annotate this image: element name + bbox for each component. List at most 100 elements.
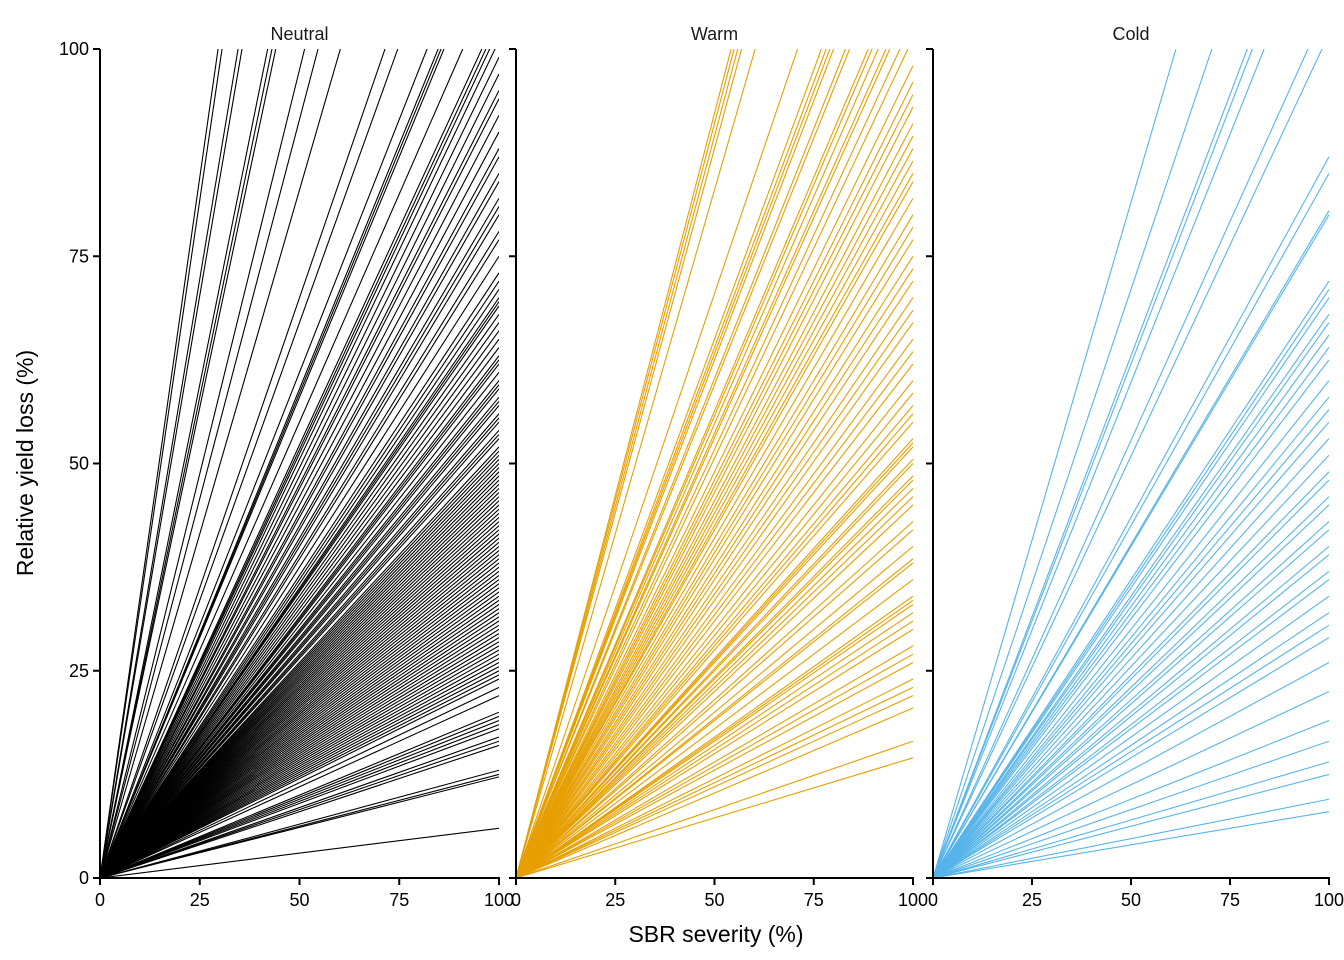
series-line: [933, 612, 1329, 878]
x-tick-label: 25: [1022, 890, 1042, 910]
series-line: [933, 554, 1329, 878]
series-line: [516, 380, 913, 878]
series-line: [933, 280, 1329, 878]
series-line: [100, 49, 223, 878]
series-line: [100, 744, 499, 878]
series-line: [933, 579, 1329, 878]
series-line: [516, 49, 756, 878]
series-line: [100, 49, 464, 878]
series-line: [100, 711, 499, 878]
facet-label: Neutral: [270, 24, 328, 44]
series-line: [933, 504, 1329, 878]
series-lines: [100, 49, 499, 878]
series-line: [100, 49, 277, 878]
series-line: [933, 690, 1329, 878]
series-line: [516, 645, 913, 878]
series-line: [516, 599, 913, 878]
series-line: [100, 280, 499, 878]
y-tick-label: 0: [79, 868, 89, 888]
series-line: [933, 798, 1329, 878]
series-line: [516, 405, 913, 878]
y-tick-label: 25: [69, 661, 89, 681]
series-line: [516, 529, 913, 878]
series-line: [100, 628, 499, 878]
series-line: [516, 695, 913, 878]
series-line: [933, 570, 1329, 878]
series-line: [100, 695, 499, 878]
series-line: [516, 49, 743, 878]
series-line: [516, 562, 913, 878]
series-line: [100, 583, 499, 878]
series-line: [100, 715, 499, 878]
series-line: [100, 670, 499, 878]
series-line: [100, 438, 499, 878]
series-line: [516, 49, 827, 878]
series-line: [100, 686, 499, 878]
series-line: [516, 49, 909, 878]
series-line: [100, 678, 499, 878]
series-line: [100, 148, 499, 878]
series-line: [933, 380, 1329, 878]
series-line: [100, 719, 499, 878]
series-line: [516, 661, 913, 878]
series-line: [100, 603, 499, 878]
x-tick-label: 0: [95, 890, 105, 910]
series-line: [100, 272, 499, 878]
series-line: [100, 653, 499, 878]
series-lines: [933, 49, 1329, 878]
series-line: [516, 226, 913, 878]
series-line: [100, 674, 499, 878]
series-line: [100, 49, 483, 878]
series-line: [516, 49, 851, 878]
series-line: [933, 637, 1329, 878]
series-line: [100, 363, 499, 878]
series-line: [516, 280, 913, 878]
series-line: [933, 661, 1329, 878]
series-line: [933, 740, 1329, 878]
series-line: [100, 595, 499, 878]
series-line: [100, 574, 499, 878]
series-line: [933, 409, 1329, 878]
series-line: [516, 351, 913, 878]
panel-cold: Cold 0 25 50 75 100: [926, 24, 1344, 910]
series-line: [100, 645, 499, 878]
series-line: [100, 608, 499, 878]
series-line: [516, 545, 913, 878]
series-line: [100, 73, 499, 878]
series-line: [933, 297, 1329, 878]
series-line: [100, 49, 341, 878]
series-line: [100, 388, 499, 878]
series-line: [100, 612, 499, 878]
series-line: [100, 49, 386, 878]
series-line: [933, 454, 1329, 878]
series-line: [516, 49, 835, 878]
series-line: [933, 49, 1323, 878]
series-line: [933, 396, 1329, 878]
series-line: [100, 657, 499, 878]
series-line: [100, 49, 319, 878]
series-line: [933, 49, 1253, 878]
series-line: [100, 666, 499, 878]
series-line: [516, 322, 913, 878]
series-line: [516, 49, 831, 878]
series-line: [516, 338, 913, 878]
series-line: [516, 49, 887, 878]
panel-neutral: Neutral 0 25 50 75 100 0 25 50 75 100: [59, 24, 514, 910]
series-line: [516, 363, 913, 878]
series-line: [100, 724, 499, 878]
series-line: [516, 94, 913, 878]
series-line: [516, 49, 799, 878]
series-line: [933, 521, 1329, 878]
series-line: [516, 463, 913, 878]
series-line: [516, 479, 913, 878]
series-line: [100, 736, 499, 878]
series-line: [100, 49, 306, 878]
facet-label: Cold: [1112, 24, 1149, 44]
series-line: [933, 313, 1329, 878]
x-tick-label: 75: [389, 890, 409, 910]
series-line: [516, 49, 735, 878]
x-tick-label: 75: [1220, 890, 1240, 910]
series-line: [516, 49, 846, 878]
